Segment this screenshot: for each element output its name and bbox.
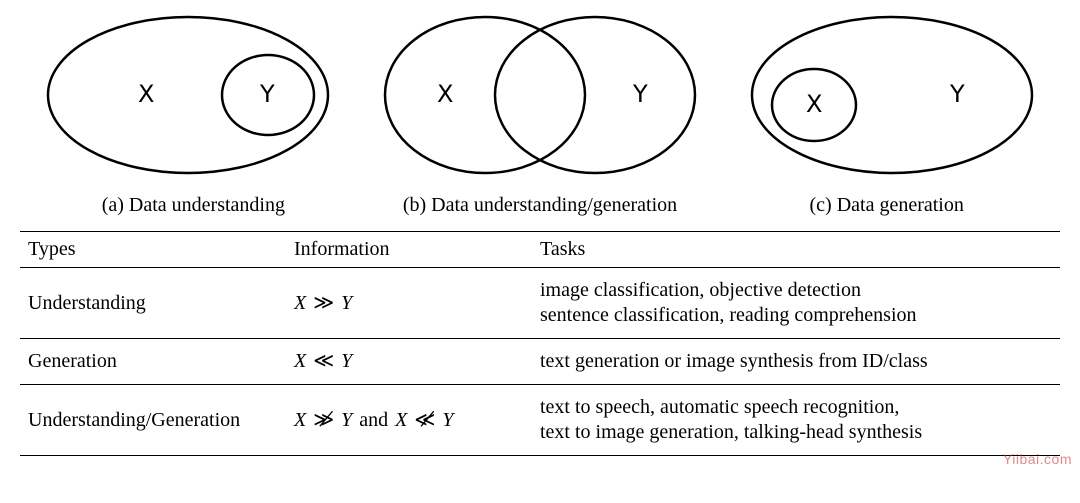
header-types: Types [20, 232, 286, 268]
caption-b: (b) Data understanding/generation [367, 194, 714, 217]
table-row: Understanding/Generation X ≫̸ Y and X ≪̸… [20, 385, 1060, 456]
cell-tasks: image classification, objective detectio… [532, 268, 1060, 339]
cell-tasks: text generation or image synthesis from … [532, 339, 1060, 385]
venn-c-outer [752, 17, 1032, 173]
venn-b-left [385, 17, 585, 173]
venn-b: X Y [365, 10, 715, 180]
venn-b-label-x: X [437, 80, 453, 108]
cell-type: Understanding/Generation [20, 385, 286, 456]
table-header-row: Types Information Tasks [20, 232, 1060, 268]
venn-a-label-y: Y [259, 80, 275, 108]
venn-a-outer [48, 17, 328, 173]
cell-info: X ≪ Y [286, 339, 532, 385]
header-info: Information [286, 232, 532, 268]
cell-type: Understanding [20, 268, 286, 339]
cell-type: Generation [20, 339, 286, 385]
venn-b-label-y: Y [632, 80, 648, 108]
caption-c: (c) Data generation [713, 194, 1060, 217]
info-table: Types Information Tasks Understanding X … [20, 231, 1060, 456]
venn-a: X Y [28, 10, 348, 180]
table-row: Understanding X ≫ Y image classification… [20, 268, 1060, 339]
venn-a-label-x: X [138, 80, 154, 108]
caption-a: (a) Data understanding [20, 194, 367, 217]
venn-c-label-y: Y [949, 80, 965, 108]
venn-c-label-x: X [806, 90, 822, 118]
header-tasks: Tasks [532, 232, 1060, 268]
cell-info: X ≫ Y [286, 268, 532, 339]
caption-row: (a) Data understanding (b) Data understa… [20, 194, 1060, 217]
venn-row: X Y X Y X Y [20, 10, 1060, 190]
watermark: Yiibai.com [1003, 451, 1072, 467]
figure-container: X Y X Y X Y (a) Data understanding (b) D… [0, 0, 1080, 503]
table-row: Generation X ≪ Y text generation or imag… [20, 339, 1060, 385]
venn-b-right [495, 17, 695, 173]
venn-c: X Y [732, 10, 1052, 180]
cell-tasks: text to speech, automatic speech recogni… [532, 385, 1060, 456]
cell-info: X ≫̸ Y and X ≪̸ Y [286, 385, 532, 456]
